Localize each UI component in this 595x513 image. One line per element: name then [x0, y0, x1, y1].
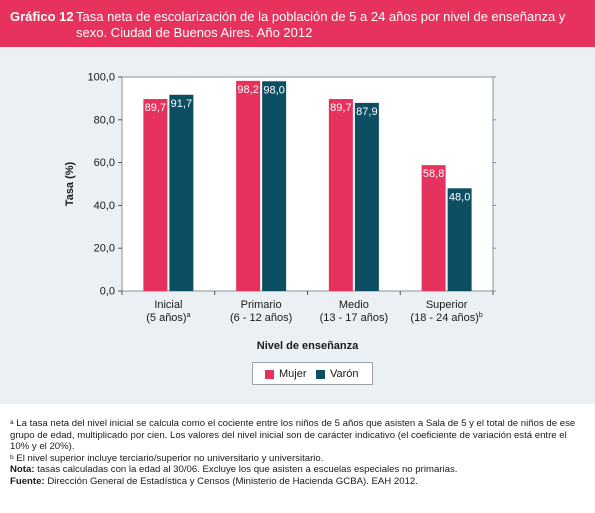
- bar-varon: [169, 94, 194, 292]
- footnote-b-text: El nivel superior incluye terciario/supe…: [13, 452, 324, 464]
- legend-label-varon: Varón: [330, 368, 359, 380]
- note-label: Nota:: [10, 464, 35, 476]
- legend-swatch-varon: [316, 369, 325, 379]
- plot-area: 0,0 20,0 40,0 60,0 80,0 100,0 Tasa (%) 89,7 91,7…: [64, 72, 496, 352]
- footnote-a-marker: a: [10, 419, 14, 426]
- x-tick-sublabel: (5 años)a: [146, 312, 190, 324]
- source-label: Fuente:: [10, 475, 45, 487]
- data-label: 89,7: [145, 102, 166, 114]
- legend-item-mujer: Mujer: [265, 368, 307, 380]
- legend-label-mujer: Mujer: [279, 368, 307, 380]
- data-label: 98,0: [263, 84, 284, 96]
- bar-varon: [447, 188, 472, 291]
- x-tick-sublabel: (18 - 24 años)b: [410, 312, 482, 324]
- legend-swatch-mujer: [265, 369, 274, 379]
- y-tick-label: 40,0: [94, 200, 115, 212]
- data-label: 58,8: [423, 168, 444, 180]
- x-tick-label: Medio: [339, 299, 369, 311]
- x-tick-footnote-marker: a: [187, 312, 191, 319]
- y-axis-label: Tasa (%): [64, 161, 76, 206]
- x-tick-label: Primario: [241, 299, 282, 311]
- legend: Mujer Varón: [252, 362, 373, 385]
- footnotes: a La tasa neta del nivel inicial se calc…: [10, 418, 588, 488]
- bar-chart: 0,0 20,0 40,0 60,0 80,0 100,0 Tasa (%) 89,7 91,7…: [64, 72, 496, 352]
- x-tick-label: Superior: [426, 299, 468, 311]
- source-text: Dirección General de Estadística y Censo…: [44, 475, 418, 487]
- chart-title: Tasa neta de escolarización de la poblac…: [76, 9, 566, 40]
- footnote-a: a La tasa neta del nivel inicial se calc…: [10, 418, 588, 453]
- data-label: 87,9: [356, 106, 377, 118]
- bar-mujer: [236, 80, 261, 291]
- x-tick-label: Inicial: [154, 299, 182, 311]
- bar-varon: [262, 81, 287, 291]
- x-tick-footnote-marker: b: [479, 312, 483, 319]
- data-label: 48,0: [449, 191, 470, 203]
- footnote-a-text: La tasa neta del nivel inicial se calcul…: [10, 418, 576, 453]
- footnote-b: b El nivel superior incluye terciario/su…: [10, 453, 588, 465]
- chart-header: Gráfico 12 Tasa neta de escolarización d…: [0, 0, 595, 47]
- chart-number: Gráfico 12: [10, 9, 74, 24]
- y-tick-label: 60,0: [94, 157, 115, 169]
- note: Nota: tasas calculadas con la edad al 30…: [10, 464, 588, 476]
- y-tick-label: 0,0: [100, 286, 115, 298]
- data-label: 98,2: [237, 84, 258, 96]
- x-tick-sublabel: (13 - 17 años): [320, 312, 388, 324]
- bar-mujer: [143, 99, 168, 292]
- source: Fuente: Dirección General de Estadística…: [10, 476, 588, 488]
- footnote-b-marker: b: [10, 453, 14, 461]
- y-tick-label: 100,0: [87, 72, 115, 84]
- y-tick-label: 20,0: [94, 243, 115, 255]
- x-axis-label: Nivel de enseñanza: [257, 340, 359, 352]
- data-label: 91,7: [171, 98, 192, 110]
- bar-varon: [354, 102, 379, 291]
- legend-item-varon: Varón: [316, 368, 359, 380]
- bar-mujer: [421, 165, 446, 291]
- data-label: 89,7: [330, 102, 351, 114]
- note-text: tasas calculadas con la edad al 30/06. E…: [34, 464, 458, 476]
- x-tick-sublabel: (6 - 12 años): [230, 312, 292, 324]
- bar-mujer: [328, 99, 353, 292]
- y-tick-label: 80,0: [94, 114, 115, 126]
